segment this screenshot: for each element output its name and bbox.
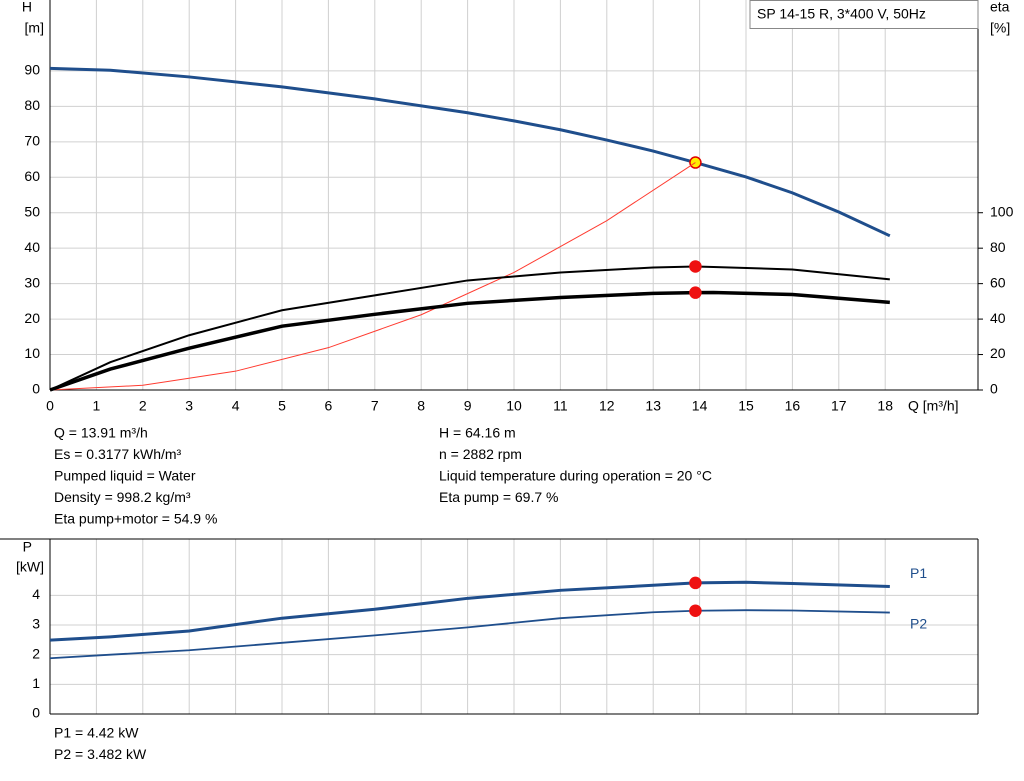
operating-point	[689, 604, 702, 617]
x-tick-label: 17	[831, 398, 847, 414]
x-tick-label: 18	[877, 398, 893, 414]
info-text: Q = 13.91 m³/h	[54, 425, 148, 441]
info-text: n = 2882 rpm	[439, 446, 522, 462]
y-tick-label: 40	[24, 239, 40, 255]
curve	[49, 290, 890, 392]
x-tick-label: 0	[46, 398, 54, 414]
curve	[49, 265, 890, 391]
curve	[49, 580, 890, 642]
y-tick-label: 90	[24, 62, 40, 78]
x-label: Q [m³/h]	[908, 398, 959, 414]
x-tick-label: 8	[417, 398, 425, 414]
y-tick-label: 2	[32, 645, 40, 661]
y-tick-label: 80	[24, 97, 40, 113]
x-tick-label: 1	[93, 398, 101, 414]
info-text: Eta pump+motor = 54.9 %	[54, 511, 217, 527]
x-tick-label: 3	[185, 398, 193, 414]
y-tick-label: 0	[32, 381, 40, 397]
operating-point	[689, 286, 702, 299]
y-tick-label: 10	[24, 345, 40, 361]
y-tick-label: 0	[32, 705, 40, 721]
y2-tick-label: 20	[990, 345, 1006, 361]
curve	[49, 609, 890, 660]
y-tick-label: 4	[32, 586, 40, 602]
y2-tick-label: 40	[990, 310, 1006, 326]
x-tick-label: 15	[738, 398, 754, 414]
y2-label: eta	[990, 0, 1010, 15]
operating-point	[689, 260, 702, 273]
operating-point	[689, 576, 702, 590]
x-tick-label: 4	[232, 398, 240, 414]
y-unit: [kW]	[16, 559, 44, 575]
x-tick-label: 2	[139, 398, 147, 414]
info-text: H = 64.16 m	[439, 425, 516, 441]
y-tick-label: 70	[24, 133, 40, 149]
info-text: Density = 998.2 kg/m³	[54, 489, 191, 505]
curve	[49, 66, 891, 238]
info-text: Eta pump = 69.7 %	[439, 489, 558, 505]
y-tick-label: 60	[24, 168, 40, 184]
series-label: P2	[910, 615, 927, 631]
series-label: P1	[910, 565, 927, 581]
x-tick-label: 10	[506, 398, 522, 414]
y-tick-label: 50	[24, 203, 40, 219]
x-tick-label: 12	[599, 398, 615, 414]
info-text: Es = 0.3177 kWh/m³	[54, 446, 182, 462]
y-label: H	[22, 0, 32, 15]
y-tick-label: 30	[24, 274, 40, 290]
x-tick-label: 13	[645, 398, 661, 414]
y-label: P	[23, 539, 32, 555]
chart-title: SP 14-15 R, 3*400 V, 50Hz	[757, 6, 926, 22]
y-tick-label: 3	[32, 616, 40, 632]
info-text: P1 = 4.42 kW	[54, 725, 139, 741]
info-text: P2 = 3.482 kW	[54, 746, 147, 762]
x-tick-label: 7	[371, 398, 379, 414]
x-tick-label: 9	[464, 398, 472, 414]
x-tick-label: 14	[692, 398, 708, 414]
y2-unit: [%]	[990, 20, 1010, 36]
x-tick-label: 16	[785, 398, 801, 414]
y-tick-label: 20	[24, 310, 40, 326]
x-tick-label: 11	[553, 398, 568, 414]
info-text: Pumped liquid = Water	[54, 468, 196, 484]
info-text: Liquid temperature during operation = 20…	[439, 468, 712, 484]
y2-tick-label: 80	[990, 239, 1006, 255]
y2-tick-label: 0	[990, 381, 998, 397]
y2-tick-label: 60	[990, 274, 1006, 290]
title-box	[749, 0, 979, 29]
y-unit: [m]	[25, 20, 44, 36]
curve	[49, 162, 696, 391]
y2-tick-label: 100	[990, 203, 1014, 219]
x-tick-label: 6	[325, 398, 333, 414]
x-tick-label: 5	[278, 398, 286, 414]
y-tick-label: 1	[32, 675, 40, 691]
